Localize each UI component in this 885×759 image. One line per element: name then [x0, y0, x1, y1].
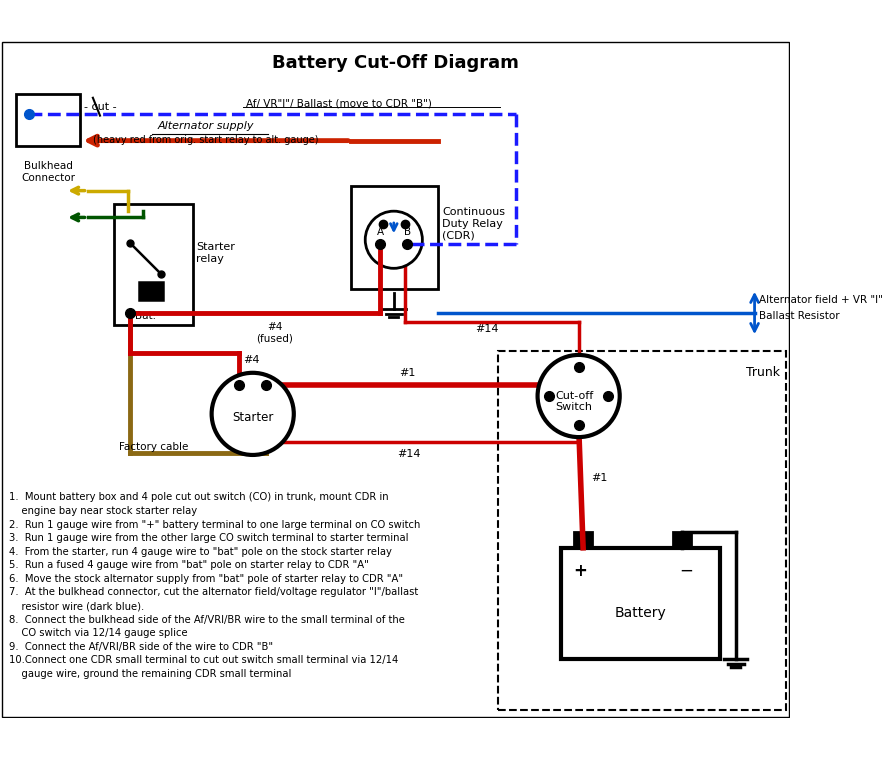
Text: Ballast Resistor: Ballast Resistor	[759, 310, 840, 320]
Text: CO switch via 12/14 gauge splice: CO switch via 12/14 gauge splice	[9, 628, 188, 638]
Text: - cut -: - cut -	[84, 102, 116, 112]
Text: #14: #14	[475, 324, 498, 334]
Bar	[574, 532, 592, 548]
Text: Bulkhead
Connector: Bulkhead Connector	[21, 161, 75, 183]
Bar	[16, 94, 81, 146]
Text: Cut-off
Switch: Cut-off Switch	[555, 391, 593, 412]
Bar	[114, 204, 193, 325]
Text: gauge wire, ground the remaining CDR small terminal: gauge wire, ground the remaining CDR sma…	[9, 669, 291, 679]
Text: Factory cable: Factory cable	[119, 442, 189, 452]
Circle shape	[366, 211, 422, 269]
Text: −: −	[679, 562, 693, 580]
Text: 8.  Connect the bulkhead side of the Af/VRI/BR wire to the small terminal of the: 8. Connect the bulkhead side of the Af/V…	[9, 615, 404, 625]
Bar	[139, 282, 163, 300]
Text: #4
(fused): #4 (fused)	[257, 322, 294, 344]
Text: 3.  Run 1 gauge wire from the other large CO switch terminal to starter terminal: 3. Run 1 gauge wire from the other large…	[9, 533, 409, 543]
Bar	[561, 548, 720, 660]
Text: #1: #1	[399, 368, 415, 378]
Text: engine bay near stock starter relay: engine bay near stock starter relay	[9, 506, 197, 516]
Text: 2.  Run 1 gauge wire from "+" battery terminal to one large terminal on CO switc: 2. Run 1 gauge wire from "+" battery ter…	[9, 520, 420, 530]
Text: Battery Cut-Off Diagram: Battery Cut-Off Diagram	[272, 54, 519, 72]
Text: #1: #1	[591, 473, 607, 483]
Text: Alternator supply: Alternator supply	[158, 121, 254, 131]
Text: 10.Connect one CDR small terminal to cut out switch small terminal via 12/14: 10.Connect one CDR small terminal to cut…	[9, 655, 398, 666]
Text: 4.  From the starter, run 4 gauge wire to "bat" pole on the stock starter relay: 4. From the starter, run 4 gauge wire to…	[9, 546, 392, 557]
Circle shape	[212, 373, 294, 455]
Text: Bat.: Bat.	[135, 310, 156, 320]
Text: 1.  Mount battery box and 4 pole cut out switch (CO) in trunk, mount CDR in: 1. Mount battery box and 4 pole cut out …	[9, 493, 389, 502]
Text: A: A	[377, 227, 384, 237]
Text: 7.  At the bulkhead connector, cut the alternator field/voltage regulator "I"/ba: 7. At the bulkhead connector, cut the al…	[9, 587, 419, 597]
Text: Continuous
Duty Relay
(CDR): Continuous Duty Relay (CDR)	[442, 207, 505, 241]
Text: +: +	[573, 562, 588, 580]
Text: #14: #14	[397, 449, 420, 458]
Text: #4: #4	[242, 355, 259, 365]
Text: Alternator field + VR "I": Alternator field + VR "I"	[759, 294, 883, 304]
Text: 9.  Connect the Af/VRI/BR side of the wire to CDR "B": 9. Connect the Af/VRI/BR side of the wir…	[9, 642, 273, 652]
Bar	[351, 186, 437, 289]
Bar	[498, 351, 786, 710]
Text: Starter
relay: Starter relay	[196, 242, 235, 264]
Text: 5.  Run a fused 4 gauge wire from "bat" pole on starter relay to CDR "A": 5. Run a fused 4 gauge wire from "bat" p…	[9, 560, 369, 570]
Text: resistor wire (dark blue).: resistor wire (dark blue).	[9, 601, 144, 611]
Text: (heavy red from orig. start relay to alt. gauge): (heavy red from orig. start relay to alt…	[93, 135, 318, 145]
Text: Trunk: Trunk	[746, 366, 781, 379]
Text: B: B	[404, 227, 411, 237]
Bar	[673, 532, 691, 548]
Text: 6.  Move the stock alternator supply from "bat" pole of starter relay to CDR "A": 6. Move the stock alternator supply from…	[9, 574, 403, 584]
Text: Starter: Starter	[232, 411, 273, 424]
Text: Battery: Battery	[614, 606, 666, 619]
Circle shape	[537, 355, 619, 437]
Text: Af/ VR"I"/ Ballast (move to CDR "B"): Af/ VR"I"/ Ballast (move to CDR "B")	[246, 98, 433, 108]
